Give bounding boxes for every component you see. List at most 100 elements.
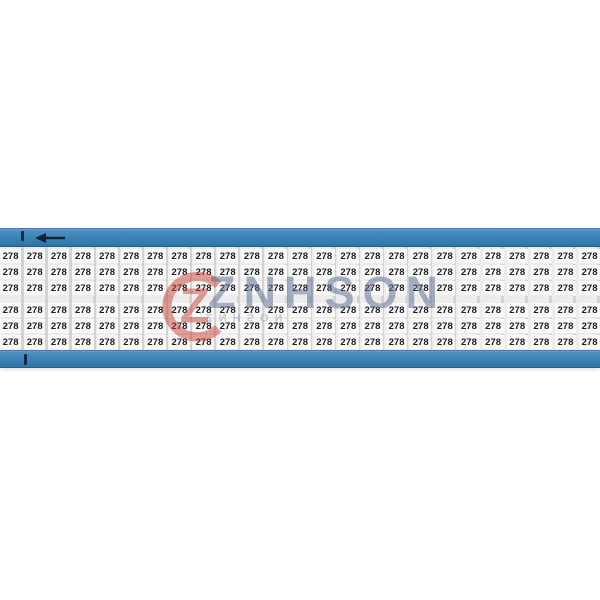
marker-label: 278 (241, 319, 263, 334)
marker-label: 278 (313, 303, 335, 318)
marker-label: 278 (337, 335, 359, 350)
marker-label: 278 (458, 303, 480, 318)
marker-label: 278 (24, 335, 46, 350)
marker-label: 278 (24, 319, 46, 334)
marker-label: 278 (144, 249, 166, 264)
marker-label: 278 (96, 303, 118, 318)
marker-label: 278 (361, 249, 383, 264)
marker-label: 278 (386, 281, 408, 296)
marker-label: 278 (0, 281, 22, 296)
marker-label: 278 (241, 249, 263, 264)
marker-label: 278 (434, 335, 456, 350)
marker-label: 278 (217, 265, 239, 280)
marker-label: 278 (530, 303, 552, 318)
marker-label: 278 (72, 335, 94, 350)
marker-label: 278 (193, 319, 215, 334)
marker-label: 278 (24, 249, 46, 264)
marker-label: 278 (579, 319, 600, 334)
marker-label: 278 (579, 249, 600, 264)
card-bottom-band (0, 350, 600, 368)
marker-label: 278 (241, 281, 263, 296)
marker-label: 278 (120, 265, 142, 280)
marker-label: 278 (48, 319, 70, 334)
marker-label: 278 (386, 319, 408, 334)
marker-label: 278 (96, 335, 118, 350)
marker-label: 278 (265, 303, 287, 318)
marker-label: 278 (337, 249, 359, 264)
marker-label: 278 (96, 249, 118, 264)
marker-label: 278 (337, 265, 359, 280)
marker-label: 278 (144, 319, 166, 334)
marker-label: 278 (0, 319, 22, 334)
marker-label: 278 (241, 265, 263, 280)
marker-label: 278 (554, 303, 576, 318)
marker-label: 278 (120, 303, 142, 318)
marker-label: 278 (48, 265, 70, 280)
marker-row: 278 278 278 278 278 278 278 278 278 278 278 278 278 2… (0, 303, 600, 318)
marker-label: 278 (458, 265, 480, 280)
marker-label: 278 (530, 249, 552, 264)
marker-label: 278 (217, 281, 239, 296)
marker-label: 278 (554, 319, 576, 334)
marker-label: 278 (265, 281, 287, 296)
marker-label: 278 (337, 319, 359, 334)
marker-label: 278 (265, 249, 287, 264)
marker-label: 278 (579, 265, 600, 280)
marker-label: 278 (0, 249, 22, 264)
marker-label: 278 (168, 335, 190, 350)
marker-label: 278 (386, 265, 408, 280)
marker-row: 278 278 278 278 278 278 278 278 278 278 278 278 278 2… (0, 265, 600, 280)
marker-row: 278 278 278 278 278 278 278 278 278 278 278 278 278 2… (0, 335, 600, 350)
marker-label: 278 (458, 249, 480, 264)
marker-label: 278 (168, 303, 190, 318)
marker-label: 278 (265, 335, 287, 350)
marker-label: 278 (72, 303, 94, 318)
marker-row: 278 278 278 278 278 278 278 278 278 278 278 278 278 2… (0, 249, 600, 264)
marker-label: 278 (193, 265, 215, 280)
marker-label: 278 (0, 335, 22, 350)
marker-label: 278 (96, 281, 118, 296)
marker-label: 278 (72, 319, 94, 334)
marker-label: 278 (289, 303, 311, 318)
marker-label: 278 (96, 265, 118, 280)
marker-label: 278 (530, 319, 552, 334)
wire-marker-card: 278 278 278 278 278 278 278 278 278 278 278 278 278 2… (0, 228, 600, 368)
marker-label: 278 (193, 335, 215, 350)
marker-label: 278 (289, 265, 311, 280)
marker-label: 278 (434, 303, 456, 318)
marker-label: 278 (313, 335, 335, 350)
marker-label: 278 (554, 249, 576, 264)
marker-label: 278 (217, 249, 239, 264)
marker-label: 278 (168, 265, 190, 280)
marker-label: 278 (0, 303, 22, 318)
marker-label: 278 (506, 265, 528, 280)
marker-label: 278 (410, 281, 432, 296)
marker-label: 278 (361, 319, 383, 334)
card-top-band (0, 228, 600, 247)
marker-label: 278 (434, 249, 456, 264)
marker-row: 278 278 278 278 278 278 278 278 278 278 278 278 278 2… (0, 319, 600, 334)
marker-label: 278 (482, 319, 504, 334)
marker-label: 278 (386, 249, 408, 264)
marker-label: 278 (434, 319, 456, 334)
registration-tick (21, 231, 24, 241)
marker-label: 278 (506, 281, 528, 296)
marker-label: 278 (506, 303, 528, 318)
marker-label: 278 (482, 335, 504, 350)
marker-label: 278 (554, 281, 576, 296)
marker-label: 278 (48, 281, 70, 296)
marker-label: 278 (506, 319, 528, 334)
marker-label: 278 (410, 265, 432, 280)
marker-label: 278 (289, 319, 311, 334)
marker-label: 278 (48, 249, 70, 264)
marker-label: 278 (241, 335, 263, 350)
marker-label: 278 (289, 335, 311, 350)
marker-label: 278 (217, 303, 239, 318)
marker-label: 278 (410, 335, 432, 350)
marker-label: 278 (0, 265, 22, 280)
marker-label-grid: 278 278 278 278 278 278 278 278 278 278 278 278 278 2… (0, 247, 600, 350)
marker-label: 278 (434, 281, 456, 296)
marker-label: 278 (313, 265, 335, 280)
marker-label: 278 (458, 335, 480, 350)
marker-label: 278 (579, 303, 600, 318)
